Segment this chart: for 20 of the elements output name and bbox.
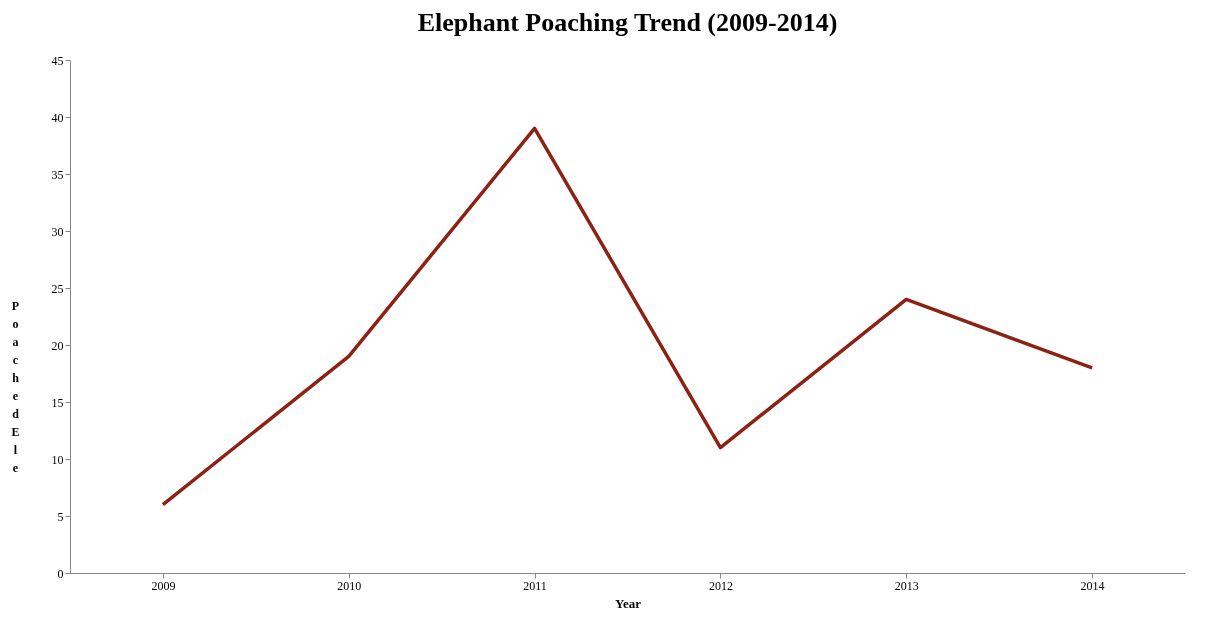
x-tick-label: 2009 bbox=[151, 578, 176, 593]
y-tick-label: 20 bbox=[51, 338, 64, 353]
chart-title: Elephant Poaching Trend (2009-2014) bbox=[417, 8, 838, 37]
x-tick-label: 2013 bbox=[894, 578, 919, 593]
x-tick-label: 2012 bbox=[708, 578, 733, 593]
y-tick-label: 0 bbox=[57, 566, 64, 581]
y-tick-label: 5 bbox=[57, 509, 64, 524]
y-tick-label: 40 bbox=[51, 110, 64, 125]
text: Poached Ele bbox=[11, 298, 20, 475]
y-tick-label: 15 bbox=[51, 395, 64, 410]
y-tick-label: 25 bbox=[51, 281, 64, 296]
y-tick-label: 10 bbox=[51, 452, 64, 467]
y-tick-label: 45 bbox=[51, 53, 64, 68]
line-series bbox=[161, 126, 1094, 507]
y-tick-label: 30 bbox=[51, 224, 64, 239]
x-tick-label: 2014 bbox=[1080, 578, 1105, 593]
x-tick-label: 2010 bbox=[337, 578, 362, 593]
x-tick-label: 2011 bbox=[523, 578, 547, 593]
y-tick-label: 35 bbox=[51, 167, 64, 182]
x-axis-title: Year bbox=[615, 595, 642, 611]
